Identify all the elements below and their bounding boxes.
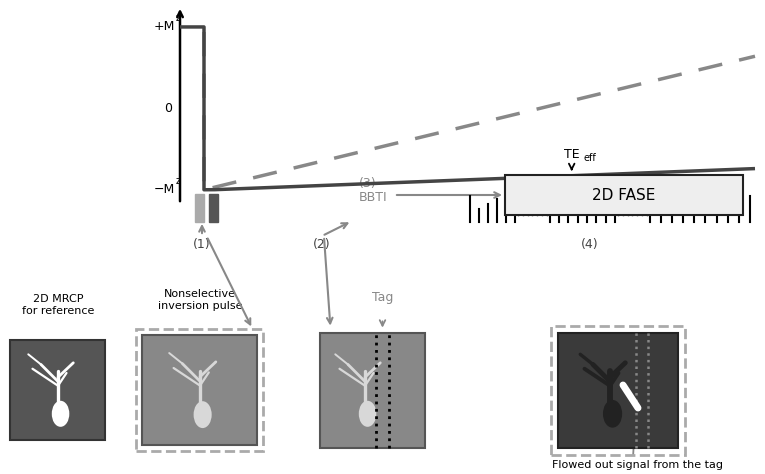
Text: −M: −M	[154, 183, 175, 196]
Text: 0: 0	[164, 102, 172, 115]
Ellipse shape	[360, 402, 375, 426]
Text: (4): (4)	[581, 238, 599, 251]
Text: (2): (2)	[313, 238, 330, 251]
Text: +M: +M	[154, 20, 175, 34]
Ellipse shape	[195, 402, 210, 427]
Text: (1): (1)	[194, 238, 211, 251]
Ellipse shape	[605, 402, 620, 426]
Text: z: z	[176, 176, 181, 186]
Bar	[551, 326, 685, 455]
Bar	[11, 340, 106, 440]
Text: Flowed out signal from the tag: Flowed out signal from the tag	[552, 459, 724, 470]
Text: 2D FASE: 2D FASE	[593, 188, 656, 202]
Bar	[558, 332, 678, 447]
Bar	[142, 335, 258, 445]
Bar	[210, 194, 219, 222]
Text: (3): (3)	[359, 176, 376, 190]
Text: TE: TE	[564, 148, 580, 161]
Text: eff: eff	[584, 153, 597, 163]
Bar	[321, 332, 425, 447]
Ellipse shape	[53, 402, 68, 426]
Bar	[505, 175, 744, 215]
Bar	[136, 329, 263, 451]
Bar	[196, 194, 204, 222]
Text: z: z	[176, 13, 181, 23]
Text: Tag: Tag	[373, 292, 394, 304]
Text: BBTI: BBTI	[359, 191, 388, 203]
Text: Nonselective
inversion pulse: Nonselective inversion pulse	[158, 289, 243, 311]
Text: 2D MRCP
for reference: 2D MRCP for reference	[22, 293, 94, 316]
